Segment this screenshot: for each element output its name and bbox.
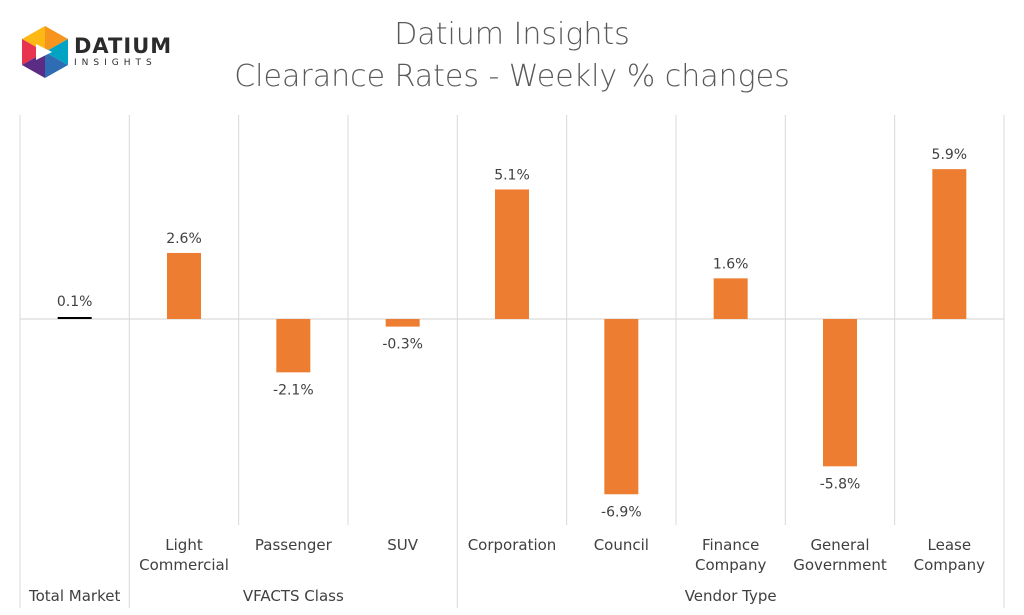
bar <box>386 319 420 327</box>
data-label: 0.1% <box>57 294 93 310</box>
bar <box>167 253 201 319</box>
group-label: VFACTS Class <box>243 587 344 605</box>
category-label: Lease <box>928 536 972 554</box>
category-label: Company <box>914 556 985 574</box>
category-label: Light <box>165 536 203 554</box>
data-label: 5.1% <box>494 167 530 183</box>
bar <box>276 319 310 372</box>
bar <box>932 169 966 319</box>
data-label: -6.9% <box>601 504 642 520</box>
data-label: 5.9% <box>932 147 968 163</box>
bar <box>604 319 638 494</box>
category-label: Company <box>695 556 766 574</box>
bar <box>714 278 748 319</box>
category-label: Commercial <box>139 556 229 574</box>
data-label: -0.3% <box>382 337 423 353</box>
data-label: 2.6% <box>166 231 202 247</box>
bar <box>823 319 857 466</box>
bar <box>58 317 92 319</box>
data-label: 1.6% <box>713 256 749 272</box>
category-label: Council <box>594 536 649 554</box>
category-label: General <box>810 536 869 554</box>
category-label: Government <box>793 556 887 574</box>
data-label: -5.8% <box>820 476 861 492</box>
category-label: SUV <box>387 536 419 554</box>
category-label: Passenger <box>255 536 333 554</box>
data-label: -2.1% <box>273 382 314 398</box>
category-label: Corporation <box>468 536 557 554</box>
group-label: Vendor Type <box>685 587 777 605</box>
bar-chart: 0.1% 2.6% -2.1% -0.3% 5.1% -6.9% 1.6% -5.8% 5.9%… <box>0 0 1024 615</box>
category-label: Total Market <box>28 587 120 605</box>
bar <box>495 189 529 319</box>
category-label: Finance <box>702 536 759 554</box>
